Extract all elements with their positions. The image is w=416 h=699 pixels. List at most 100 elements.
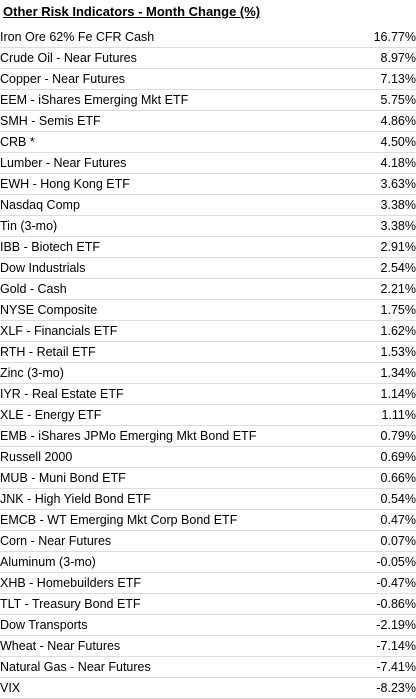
month-change-value: 0.47% xyxy=(340,509,416,531)
table-row: EWH - Hong Kong ETF 3.63% xyxy=(0,173,416,195)
indicator-name: CRB * xyxy=(0,131,340,153)
indicator-name: XHB - Homebuilders ETF xyxy=(0,572,340,594)
table-row: TLT - Treasury Bond ETF -0.86% xyxy=(0,593,416,615)
indicator-name: Tin (3-mo) xyxy=(0,215,340,237)
table-row: NYSE Composite 1.75% xyxy=(0,299,416,321)
month-change-value: -7.14% xyxy=(340,635,416,657)
month-change-value: 5.75% xyxy=(340,89,416,111)
table-row: Russell 2000 0.69% xyxy=(0,446,416,468)
indicator-name: EMB - iShares JPMo Emerging Mkt Bond ETF xyxy=(0,425,340,447)
month-change-value: 0.54% xyxy=(340,488,416,510)
month-change-value: 0.69% xyxy=(340,446,416,468)
table-row: Crude Oil - Near Futures 8.97% xyxy=(0,47,416,69)
indicator-name: XLE - Energy ETF xyxy=(0,404,340,426)
month-change-value: -0.47% xyxy=(340,572,416,594)
month-change-value: 4.18% xyxy=(340,152,416,174)
table-row: Natural Gas - Near Futures -7.41% xyxy=(0,656,416,678)
table-row: XLF - Financials ETF 1.62% xyxy=(0,320,416,342)
month-change-value: 1.34% xyxy=(340,362,416,384)
indicator-name: VIX xyxy=(0,677,340,699)
indicator-name: Wheat - Near Futures xyxy=(0,635,340,657)
month-change-value: -7.41% xyxy=(340,656,416,678)
indicator-name: Dow Industrials xyxy=(0,257,340,279)
indicator-name: IBB - Biotech ETF xyxy=(0,236,340,258)
month-change-value: -2.19% xyxy=(340,614,416,636)
indicator-name: Iron Ore 62% Fe CFR Cash xyxy=(0,27,340,48)
month-change-value: 4.86% xyxy=(340,110,416,132)
indicator-name: Zinc (3-mo) xyxy=(0,362,340,384)
month-change-value: 8.97% xyxy=(340,47,416,69)
table-row: Iron Ore 62% Fe CFR Cash 16.77% xyxy=(0,27,416,48)
table-row: Tin (3-mo) 3.38% xyxy=(0,215,416,237)
month-change-value: 1.62% xyxy=(340,320,416,342)
table-row: VIX -8.23% xyxy=(0,677,416,699)
month-change-value: 3.38% xyxy=(340,215,416,237)
month-change-value: -8.23% xyxy=(340,677,416,699)
indicator-name: EMCB - WT Emerging Mkt Corp Bond ETF xyxy=(0,509,340,531)
table-row: MUB - Muni Bond ETF 0.66% xyxy=(0,467,416,489)
indicator-name: Aluminum (3-mo) xyxy=(0,551,340,573)
risk-indicators-sheet: Other Risk Indicators - Month Change (%)… xyxy=(0,4,416,699)
indicator-name: Nasdaq Comp xyxy=(0,194,340,216)
month-change-value: 0.79% xyxy=(340,425,416,447)
month-change-value: 2.21% xyxy=(340,278,416,300)
indicator-name: Russell 2000 xyxy=(0,446,340,468)
month-change-value: 1.14% xyxy=(340,383,416,405)
month-change-value: 2.54% xyxy=(340,257,416,279)
month-change-value: 3.63% xyxy=(340,173,416,195)
month-change-value: 0.66% xyxy=(340,467,416,489)
month-change-value: 4.50% xyxy=(340,131,416,153)
indicator-name: SMH - Semis ETF xyxy=(0,110,340,132)
indicator-name: Natural Gas - Near Futures xyxy=(0,656,340,678)
indicator-name: TLT - Treasury Bond ETF xyxy=(0,593,340,615)
indicators-table: Iron Ore 62% Fe CFR Cash 16.77% Crude Oil … xyxy=(0,27,416,699)
month-change-value: 1.53% xyxy=(340,341,416,363)
table-row: Gold - Cash 2.21% xyxy=(0,278,416,300)
table-row: Aluminum (3-mo) -0.05% xyxy=(0,551,416,573)
table-row: EMCB - WT Emerging Mkt Corp Bond ETF 0.47… xyxy=(0,509,416,531)
table-row: IBB - Biotech ETF 2.91% xyxy=(0,236,416,258)
indicator-name: NYSE Composite xyxy=(0,299,340,321)
indicator-name: RTH - Retail ETF xyxy=(0,341,340,363)
month-change-value: 3.38% xyxy=(340,194,416,216)
table-row: Copper - Near Futures 7.13% xyxy=(0,68,416,90)
table-row: Dow Industrials 2.54% xyxy=(0,257,416,279)
indicator-name: JNK - High Yield Bond ETF xyxy=(0,488,340,510)
indicator-name: EWH - Hong Kong ETF xyxy=(0,173,340,195)
indicator-name: Copper - Near Futures xyxy=(0,68,340,90)
month-change-value: 1.75% xyxy=(340,299,416,321)
indicator-name: Lumber - Near Futures xyxy=(0,152,340,174)
month-change-value: 2.91% xyxy=(340,236,416,258)
month-change-value: 1.11% xyxy=(340,404,416,426)
table-row: IYR - Real Estate ETF 1.14% xyxy=(0,383,416,405)
indicator-name: Dow Transports xyxy=(0,614,340,636)
table-row: Lumber - Near Futures 4.18% xyxy=(0,152,416,174)
table-row: RTH - Retail ETF 1.53% xyxy=(0,341,416,363)
table-row: JNK - High Yield Bond ETF 0.54% xyxy=(0,488,416,510)
table-row: Corn - Near Futures 0.07% xyxy=(0,530,416,552)
table-row: Wheat - Near Futures -7.14% xyxy=(0,635,416,657)
indicator-name: MUB - Muni Bond ETF xyxy=(0,467,340,489)
month-change-value: 16.77% xyxy=(340,27,416,48)
month-change-value: -0.86% xyxy=(340,593,416,615)
table-row: EEM - iShares Emerging Mkt ETF 5.75% xyxy=(0,89,416,111)
indicator-name: Crude Oil - Near Futures xyxy=(0,47,340,69)
table-row: EMB - iShares JPMo Emerging Mkt Bond ETF… xyxy=(0,425,416,447)
sheet-title: Other Risk Indicators - Month Change (%) xyxy=(3,4,261,19)
month-change-value: 0.07% xyxy=(340,530,416,552)
indicator-name: IYR - Real Estate ETF xyxy=(0,383,340,405)
table-row: Nasdaq Comp 3.38% xyxy=(0,194,416,216)
month-change-value: 7.13% xyxy=(340,68,416,90)
indicator-name: Corn - Near Futures xyxy=(0,530,340,552)
indicator-name: XLF - Financials ETF xyxy=(0,320,340,342)
table-row: Zinc (3-mo) 1.34% xyxy=(0,362,416,384)
table-row: XHB - Homebuilders ETF -0.47% xyxy=(0,572,416,594)
month-change-value: -0.05% xyxy=(340,551,416,573)
indicators-table-body: Iron Ore 62% Fe CFR Cash 16.77% Crude Oil … xyxy=(0,27,416,699)
table-row: SMH - Semis ETF 4.86% xyxy=(0,110,416,132)
table-row: CRB * 4.50% xyxy=(0,131,416,153)
indicator-name: Gold - Cash xyxy=(0,278,340,300)
indicator-name: EEM - iShares Emerging Mkt ETF xyxy=(0,89,340,111)
table-row: XLE - Energy ETF 1.11% xyxy=(0,404,416,426)
table-row: Dow Transports -2.19% xyxy=(0,614,416,636)
